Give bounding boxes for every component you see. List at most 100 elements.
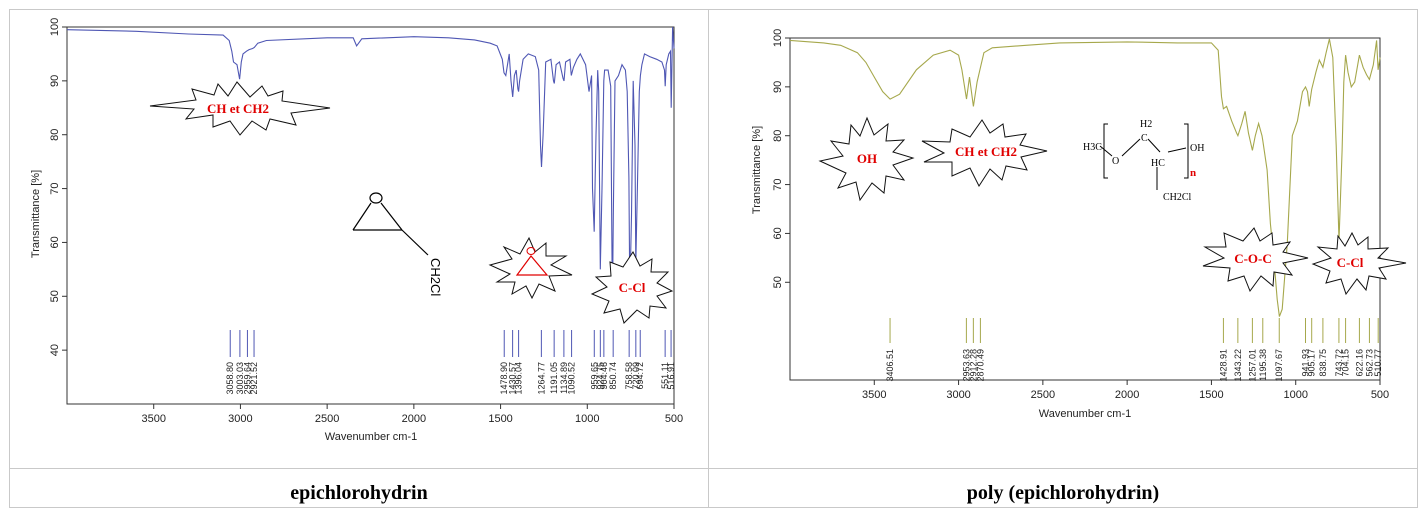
y-tick-label: 70 — [49, 182, 61, 194]
c-label: C — [1141, 133, 1148, 144]
peak-label: 1195.38 — [1258, 349, 1268, 381]
h3c-label: H3C — [1083, 142, 1102, 153]
burst-epoxide — [488, 236, 573, 300]
burst-shape — [1311, 231, 1407, 296]
x-tick-label: 1500 — [1199, 389, 1223, 401]
x-tick-label: 1000 — [1283, 389, 1307, 401]
x-tick-label: 2000 — [402, 413, 426, 425]
x-tick-label: 2000 — [1115, 389, 1139, 401]
caption-left: epichlorohydrin — [290, 482, 427, 504]
y-tick-label: 80 — [49, 129, 61, 141]
peak-label: 3406.51 — [885, 349, 895, 382]
peak-label: 743.72 — [1334, 349, 1344, 377]
peak-label: 3058.80 — [225, 362, 235, 395]
caption-right: poly (epichlorohydrin) — [967, 482, 1159, 504]
x-axis: 3500 3000 2500 2000 1500 1000 500 — [862, 380, 1389, 401]
burst-shape — [488, 236, 573, 300]
peak-label: 551.11 — [660, 362, 670, 389]
x-tick-label: 3000 — [228, 413, 252, 425]
y-tick-label: 40 — [49, 344, 61, 356]
y-tick-label: 60 — [772, 227, 784, 239]
x-tick-label: 500 — [1371, 389, 1389, 401]
h2-label: H2 — [1140, 119, 1152, 130]
peak-label: 562.73 — [1364, 349, 1374, 377]
burst-label: OH — [857, 151, 877, 166]
plot-frame — [66, 26, 675, 405]
y-tick-label: 80 — [772, 130, 784, 142]
y-tick-label: 90 — [49, 75, 61, 87]
y-axis: 40 50 60 70 80 90 100 — [49, 18, 67, 356]
peak-label: 3003.03 — [235, 362, 245, 395]
oxygen-circle — [526, 247, 536, 255]
peak-label: 905.17 — [1307, 349, 1317, 377]
peak-label: 1478.90 — [499, 362, 509, 395]
y-tick-label: 50 — [49, 290, 61, 302]
x-tick-label: 1500 — [488, 413, 512, 425]
peak-label: 2959.64 — [242, 362, 252, 395]
burst-ch-ch2: CH et CH2 — [149, 81, 331, 136]
peak-label: 2912.28 — [968, 349, 978, 382]
x-tick-label: 2500 — [1031, 389, 1055, 401]
ch2cl-label: CH2Cl — [428, 258, 443, 296]
peak-label: 838.75 — [1318, 349, 1328, 377]
y-tick-label: 60 — [49, 236, 61, 248]
peak-label: 1134.89 — [559, 362, 569, 394]
peak-label: 704.15 — [1341, 349, 1351, 377]
spectrum-line — [66, 26, 675, 310]
x-axis-label: Wavenumber cm-1 — [325, 431, 418, 443]
peak-label: 516.91 — [666, 362, 676, 390]
oh-label: OH — [1190, 143, 1204, 154]
n-label: n — [1190, 167, 1196, 179]
x-tick-label: 3000 — [946, 389, 970, 401]
o-label: O — [1112, 156, 1119, 167]
y-axis-label: Transmittance [%] — [30, 170, 42, 258]
burst-c-cl: C-Cl — [1311, 231, 1407, 296]
y-tick-label: 100 — [772, 29, 784, 47]
y-axis-label: Transmittance [%] — [751, 126, 763, 214]
burst-shape — [818, 116, 915, 202]
peak-label: 2921.52 — [249, 362, 259, 395]
burst-shape — [1202, 227, 1309, 293]
peak-label: 1396.04 — [514, 362, 524, 395]
x-tick-label: 500 — [665, 413, 683, 425]
peak-label: 694.72 — [635, 362, 645, 390]
peak-label: 758.58 — [624, 362, 634, 390]
burst-oh: OH — [818, 116, 915, 202]
burst-label: CH et CH2 — [207, 101, 269, 116]
peak-label: 1090.52 — [567, 362, 577, 395]
y-tick-label: 100 — [49, 18, 61, 36]
peak-label: 622.16 — [1354, 349, 1364, 377]
y-tick-label: 90 — [772, 81, 784, 93]
peak-label: 1097.67 — [1274, 349, 1284, 382]
chart-epichlorohydrin: 40 50 60 70 80 90 100 3500 3000 2500 2000 1500 1000… — [30, 18, 683, 443]
hc-label: HC — [1151, 158, 1165, 169]
burst-shape — [590, 251, 674, 324]
peak-label: 1428.91 — [1218, 349, 1228, 382]
epoxide-structure — [352, 192, 429, 256]
y-tick-label: 70 — [772, 178, 784, 190]
burst-label: CH et CH2 — [955, 144, 1017, 159]
x-tick-label: 1000 — [575, 413, 599, 425]
x-tick-label: 3500 — [141, 413, 165, 425]
peak-label: 510.77 — [1373, 349, 1383, 377]
y-axis: 50 60 70 80 90 100 — [772, 29, 790, 288]
peak-label: 850.74 — [608, 362, 618, 390]
burst-label: C-Cl — [619, 280, 646, 295]
burst-label: C-Cl — [1337, 255, 1364, 270]
x-tick-label: 3500 — [862, 389, 886, 401]
peak-label: 2953.63 — [961, 349, 971, 382]
peak-label: 1343.22 — [1233, 349, 1243, 382]
peak-label: 1257.01 — [1247, 349, 1257, 382]
chart-poly-epichlorohydrin: 50 60 70 80 90 100 3500 3000 2500 2000 1500 1000 50… — [751, 29, 1407, 420]
peak-label: 1430.57 — [508, 362, 518, 395]
table-frame — [9, 9, 1418, 508]
burst-shape — [921, 119, 1048, 188]
peak-label: 2870.49 — [975, 349, 985, 382]
burst-ch-ch2: CH et CH2 — [921, 119, 1048, 188]
polymer-structure: H3C O H2 C HC OH n CH2Cl — [1083, 119, 1204, 203]
peak-label: 720.09 — [631, 362, 641, 390]
peak-label: 1264.77 — [536, 362, 546, 395]
x-tick-label: 2500 — [315, 413, 339, 425]
